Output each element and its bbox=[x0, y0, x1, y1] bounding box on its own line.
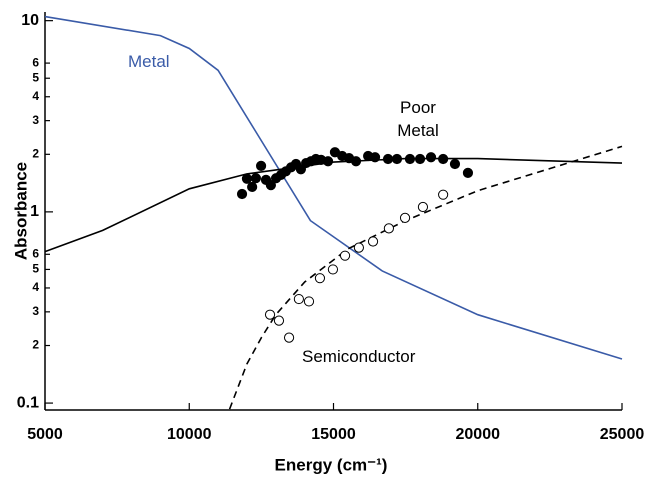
data-point bbox=[314, 273, 326, 284]
data-point bbox=[449, 158, 461, 170]
data-point bbox=[241, 173, 253, 184]
data-point bbox=[322, 156, 334, 167]
data-point bbox=[250, 173, 261, 184]
data-point bbox=[369, 152, 381, 163]
data-point bbox=[391, 153, 403, 165]
data-point bbox=[399, 212, 411, 223]
data-point bbox=[327, 264, 339, 275]
x-tick-label: 10000 bbox=[167, 426, 212, 443]
x-tick-label: 20000 bbox=[456, 426, 501, 443]
data-point bbox=[462, 167, 474, 178]
y-axis-label: Absorbance bbox=[11, 162, 30, 260]
data-point bbox=[414, 153, 426, 165]
y-tick-label: 10 bbox=[21, 12, 39, 29]
data-point bbox=[404, 153, 416, 165]
data-point bbox=[265, 180, 276, 191]
data-point bbox=[283, 332, 295, 343]
y-tick-label: 2 bbox=[32, 338, 39, 352]
y-tick-label: 6 bbox=[32, 246, 39, 260]
annotation: Metal bbox=[128, 52, 170, 71]
data-point bbox=[382, 153, 394, 165]
y-tick-label: 4 bbox=[32, 89, 39, 103]
y-tick-label: 4 bbox=[32, 280, 39, 294]
data-point bbox=[236, 188, 248, 200]
x-tick-label: 15000 bbox=[311, 426, 356, 443]
data-point bbox=[438, 153, 449, 165]
data-point bbox=[264, 309, 276, 320]
data-point bbox=[367, 236, 379, 247]
data-point bbox=[339, 250, 351, 261]
data-point bbox=[425, 152, 437, 163]
y-tick-label: 1 bbox=[30, 203, 39, 220]
y-tick-label: 5 bbox=[32, 262, 39, 276]
data-point bbox=[273, 315, 285, 326]
x-tick-label: 5000 bbox=[27, 426, 63, 443]
data-point bbox=[293, 293, 304, 305]
data-point bbox=[438, 189, 449, 200]
x-axis-label: Energy (cm⁻¹) bbox=[275, 455, 388, 474]
annotation: Semiconductor bbox=[302, 347, 416, 366]
data-point bbox=[383, 223, 394, 234]
y-tick-label: 3 bbox=[32, 304, 39, 318]
series-line bbox=[228, 145, 623, 410]
data-point bbox=[247, 181, 258, 193]
data-point bbox=[417, 201, 429, 213]
data-point bbox=[255, 160, 267, 171]
data-point bbox=[353, 242, 364, 253]
series-line bbox=[44, 15, 623, 360]
y-tick-label: 6 bbox=[32, 55, 39, 69]
y-tick-label: 5 bbox=[32, 70, 39, 84]
y-tick-label: 2 bbox=[32, 146, 39, 160]
data-point bbox=[350, 156, 362, 167]
x-tick-label: 25000 bbox=[600, 426, 645, 443]
y-tick-label: 0.1 bbox=[17, 394, 39, 411]
annotation: Poor Metal bbox=[397, 98, 439, 140]
data-point bbox=[303, 296, 315, 307]
y-tick-label: 3 bbox=[32, 113, 39, 127]
